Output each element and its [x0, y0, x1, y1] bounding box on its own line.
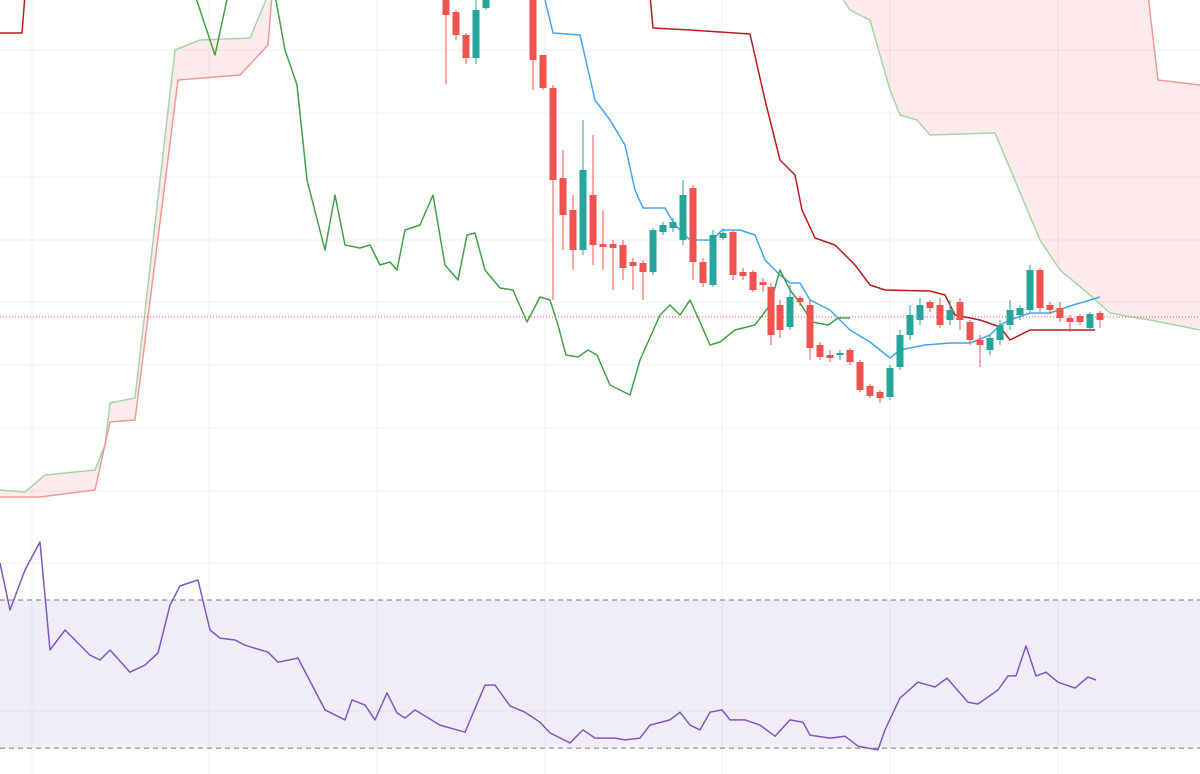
candle-body — [629, 262, 637, 266]
candle-body — [739, 272, 747, 276]
candle-body — [589, 195, 597, 245]
candle-body — [916, 305, 924, 320]
candle-body — [679, 195, 687, 240]
candle-body — [452, 12, 460, 35]
candle-body — [462, 35, 470, 58]
candle-body — [1056, 308, 1064, 318]
candle-body — [1016, 308, 1024, 315]
candle-body — [836, 353, 844, 355]
indicator-line — [195, 0, 850, 396]
candle-body — [786, 297, 794, 327]
candle-body — [1096, 313, 1104, 320]
candle-body — [866, 386, 874, 396]
senkou-b-line — [0, 0, 1200, 498]
candle-body — [1036, 270, 1044, 308]
candle-body — [976, 340, 984, 345]
indicator-line — [0, 0, 1095, 341]
candle-body — [529, 0, 537, 60]
candle-body — [729, 232, 737, 275]
candle-body — [1006, 310, 1014, 325]
candle-body — [826, 355, 834, 358]
candle-body — [719, 233, 727, 238]
candle-body — [609, 244, 617, 248]
candle-body — [649, 230, 657, 272]
candle-body — [996, 325, 1004, 340]
candle-body — [767, 287, 775, 335]
candle-body — [699, 262, 707, 283]
candle-body — [599, 244, 607, 247]
candle-body — [1026, 270, 1034, 310]
candle-body — [709, 235, 717, 285]
candle-body — [472, 10, 480, 58]
candle-body — [1076, 316, 1084, 322]
candle-body — [539, 55, 547, 88]
candle-body — [749, 272, 757, 290]
candle-body — [796, 298, 804, 302]
candle-body — [549, 88, 557, 180]
cloud-fill — [843, 0, 1200, 330]
candle-body — [896, 335, 904, 367]
candle-body — [816, 345, 824, 357]
candle-body — [986, 338, 994, 350]
candle-body — [1086, 314, 1094, 328]
rsi-line — [0, 541, 1097, 751]
band-fill — [0, 599, 1200, 749]
candle-body — [906, 315, 914, 335]
candle-body — [1066, 318, 1074, 322]
price-panel — [0, 0, 1200, 498]
candle-body — [689, 188, 697, 262]
candle-body — [569, 210, 577, 250]
candle-body — [886, 368, 894, 397]
indicator-line — [544, 0, 1101, 359]
candle-body — [936, 305, 944, 325]
candle-body — [619, 245, 627, 268]
candle-body — [559, 178, 567, 215]
candle-body — [846, 350, 854, 362]
candle-body — [956, 302, 964, 320]
candle-body — [639, 263, 647, 272]
candle-body — [856, 362, 864, 390]
candle-body — [759, 282, 767, 285]
candle-body — [926, 302, 934, 308]
candle-body — [482, 0, 490, 8]
candle-body — [579, 170, 587, 250]
candle-body — [946, 310, 954, 320]
candle-body — [776, 305, 784, 330]
rsi-panel — [0, 541, 1200, 751]
cloud-fill — [0, 0, 272, 497]
candle-body — [966, 322, 974, 340]
senkou-a-line — [0, 0, 1200, 493]
candle-body — [442, 0, 450, 15]
candle-body — [876, 392, 884, 398]
candle-body — [659, 225, 667, 232]
candle-body — [669, 222, 677, 228]
candle-body — [806, 305, 814, 348]
candle-body — [1046, 305, 1054, 310]
